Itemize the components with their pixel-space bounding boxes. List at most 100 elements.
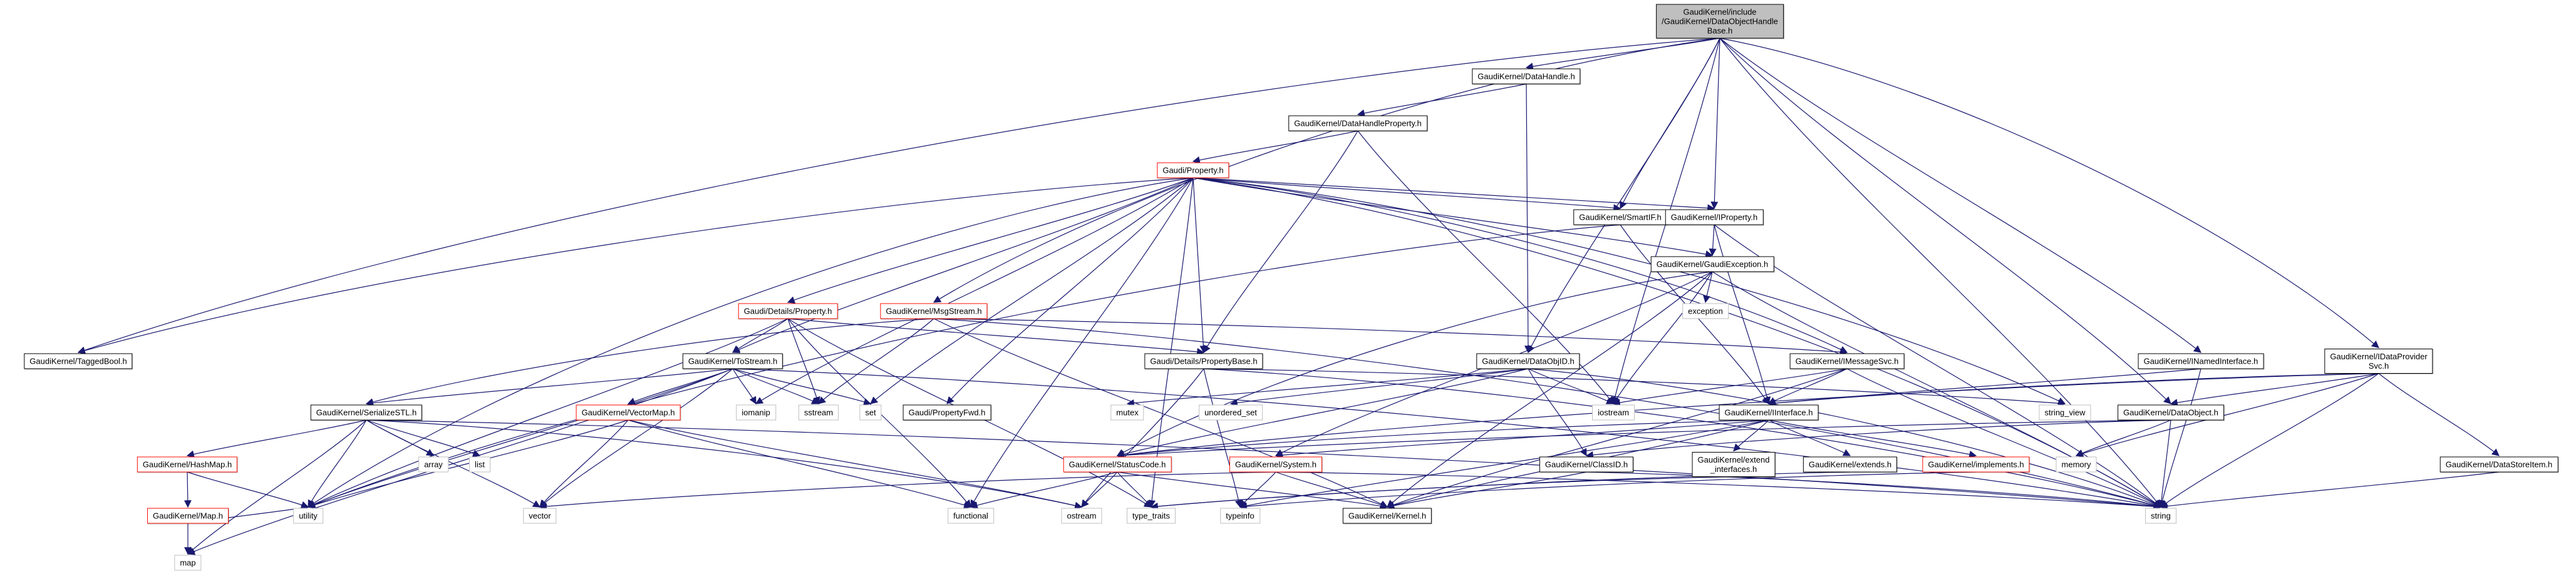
include-edge-serializestl-map <box>187 419 367 555</box>
graph-node-propertybase[interactable]: Gaudi/Details/PropertyBase.h <box>1144 353 1263 369</box>
graph-node-dataobject[interactable]: GaudiKernel/DataObject.h <box>2118 404 2224 421</box>
graph-node-smartif[interactable]: GaudiKernel/SmartIF.h <box>1573 209 1667 225</box>
include-edge-propertybase-string <box>1203 368 2162 510</box>
graph-node-implements[interactable]: GaudiKernel/implements.h <box>1922 456 2030 473</box>
include-edge-classid-string <box>1586 471 2162 510</box>
graph-node-statuscode[interactable]: GaudiKernel/StatusCode.h <box>1063 456 1172 473</box>
include-edge-serializestl-vector <box>366 419 541 508</box>
include-edge-iproperty-gaudiexception <box>1709 224 1717 257</box>
include-edge-tostream-string <box>732 368 2162 510</box>
graph-node-maph[interactable]: GaudiKernel/Map.h <box>147 508 229 524</box>
include-edge-property-detailsproperty <box>787 177 1194 304</box>
include-edge-root-idataprovidersvc <box>1719 38 2379 349</box>
include-edge-statuscode-typetraits <box>1117 471 1152 508</box>
graph-node-system[interactable]: GaudiKernel/System.h <box>1229 456 1323 473</box>
graph-node-tostream[interactable]: GaudiKernel/ToStream.h <box>682 353 784 369</box>
include-edge-system-vector <box>539 471 1276 511</box>
include-edge-root-string <box>1719 38 2161 508</box>
graph-node-extends[interactable]: GaudiKernel/extends.h <box>1803 456 1898 473</box>
include-edge-msgstream-serializestl <box>365 318 934 406</box>
include-edge-datahandleproperty-iostream <box>1357 130 1614 404</box>
include-edge-idataprovidersvc-datastoreitem <box>2378 373 2500 456</box>
include-edge-datastoreitem-string <box>2160 471 2500 510</box>
include-edge-vectormap-ostream <box>628 419 1083 510</box>
graph-node-array: array <box>418 456 448 473</box>
include-edge-inamedinterface-string <box>2158 368 2201 508</box>
include-edge-dataobject-memory <box>2075 419 2171 457</box>
include-edge-idataprovidersvc-string <box>2160 373 2379 508</box>
graph-node-set: set <box>859 404 882 421</box>
include-edge-dataobject-statuscode <box>1116 419 2171 459</box>
include-edge-system-typeinfo <box>1239 471 1276 508</box>
graph-node-idataprovidersvc[interactable]: GaudiKernel/IDataProvider Svc.h <box>2324 349 2433 374</box>
graph-node-sstream: sstream <box>798 404 839 421</box>
include-edge-dataobjid-unorderedset <box>1229 368 1529 407</box>
include-edge-vectormap-vector <box>539 419 629 508</box>
graph-node-exception: exception <box>1682 303 1729 319</box>
graph-node-functional: functional <box>948 508 994 524</box>
graph-node-stringview: string_view <box>2039 404 2091 421</box>
graph-node-mutex: mutex <box>1110 404 1144 421</box>
include-edge-gaudiexception-string <box>1712 271 2162 508</box>
graph-node-classid[interactable]: GaudiKernel/ClassID.h <box>1539 456 1634 473</box>
graph-node-vectormap[interactable]: GaudiKernel/VectorMap.h <box>576 404 681 421</box>
include-edge-idataprovidersvc-statuscode <box>1116 372 2379 459</box>
graph-node-iproperty[interactable]: GaudiKernel/IProperty.h <box>1665 209 1764 225</box>
include-edge-hashmap-utility <box>187 471 309 509</box>
include-edge-root-dataobject <box>1719 38 2171 404</box>
graph-node-string: string <box>2145 508 2176 524</box>
include-edge-iinterface-implements <box>1768 419 1977 458</box>
graph-node-property[interactable]: Gaudi/Property.h <box>1157 162 1229 178</box>
include-edge-tostream-sstream <box>732 368 820 404</box>
include-edge-imessagesvc-kernel <box>1386 368 1848 508</box>
graph-node-imessagesvc[interactable]: GaudiKernel/IMessageSvc.h <box>1789 353 1905 369</box>
graph-node-inamedinterface[interactable]: GaudiKernel/INamedInterface.h <box>2138 353 2264 369</box>
graph-node-root: GaudiKernel/include /GaudiKernel/DataObj… <box>1656 4 1784 39</box>
include-edge-imessagesvc-string <box>1846 368 2162 508</box>
include-edge-property-stringview <box>1192 177 2066 404</box>
include-edge-tostream-iomanip <box>732 368 757 405</box>
include-edge-imessagesvc-iostream <box>1612 368 1848 406</box>
include-edge-propertybase-ostream <box>1081 368 1204 508</box>
graph-node-unorderedset: unordered_set <box>1199 404 1263 421</box>
include-edge-datahandleproperty-propertybase <box>1203 130 1358 354</box>
include-edge-property-utility <box>308 177 1194 508</box>
graph-node-ostream: ostream <box>1061 508 1102 524</box>
graph-node-serializestl[interactable]: GaudiKernel/SerializeSTL.h <box>310 404 423 421</box>
graph-node-iinterface[interactable]: GaudiKernel/IInterface.h <box>1719 404 1819 421</box>
graph-node-hashmap[interactable]: GaudiKernel/HashMap.h <box>137 456 238 473</box>
graph-node-datahandle[interactable]: GaudiKernel/DataHandle.h <box>1472 68 1581 85</box>
include-edge-idataprovidersvc-memory <box>2075 372 2379 458</box>
include-edge-propertybase-stringview <box>1203 368 2066 407</box>
include-edge-msgstream-sstream <box>818 318 934 404</box>
graph-node-extendinterfaces[interactable]: GaudiKernel/extend _interfaces.h <box>1692 452 1776 477</box>
include-edge-system-string <box>1275 471 2162 511</box>
include-edge-property-taggedbool <box>77 177 1194 354</box>
include-edge-property-set <box>870 177 1194 404</box>
graph-node-detailsproperty[interactable]: Gaudi/Details/Property.h <box>738 303 838 319</box>
include-edge-root-dataobjid <box>1528 38 1720 354</box>
include-edge-property-gaudiexception <box>1192 177 1714 258</box>
graph-node-kernel[interactable]: GaudiKernel/Kernel.h <box>1342 508 1432 524</box>
include-edge-root-taggedbool <box>77 38 1720 354</box>
graph-node-dataobjid[interactable]: GaudiKernel/DataObjID.h <box>1476 353 1580 369</box>
graph-node-msgstream[interactable]: GaudiKernel/MsgStream.h <box>880 303 988 319</box>
include-edge-property-string <box>1192 177 2162 508</box>
include-edge-vectormap-utility <box>307 419 629 509</box>
include-edge-msgstream-kernel <box>933 318 1389 508</box>
include-edge-property-tostream <box>732 177 1194 353</box>
graph-node-propertyfwd[interactable]: Gaudi/PropertyFwd.h <box>903 404 991 421</box>
graph-node-datastoreitem[interactable]: GaudiKernel/DataStoreItem.h <box>2439 456 2558 473</box>
include-edge-property-iomanip <box>755 177 1194 404</box>
include-edge-detailsproperty-sstream <box>787 318 820 405</box>
graph-node-map: map <box>174 555 202 571</box>
graph-node-gaudiexception[interactable]: GaudiKernel/GaudiException.h <box>1650 256 1774 272</box>
graph-node-vector: vector <box>523 508 557 524</box>
include-edge-classid-kernel <box>1386 471 1587 510</box>
include-edge-idataprovidersvc-dataobject <box>2170 372 2379 407</box>
graph-node-taggedbool[interactable]: GaudiKernel/TaggedBool.h <box>24 353 133 369</box>
graph-node-datahandleproperty[interactable]: GaudiKernel/DataHandleProperty.h <box>1288 115 1427 131</box>
graph-node-iostream: iostream <box>1592 404 1635 421</box>
include-edge-iproperty-iinterface <box>1714 224 1771 405</box>
